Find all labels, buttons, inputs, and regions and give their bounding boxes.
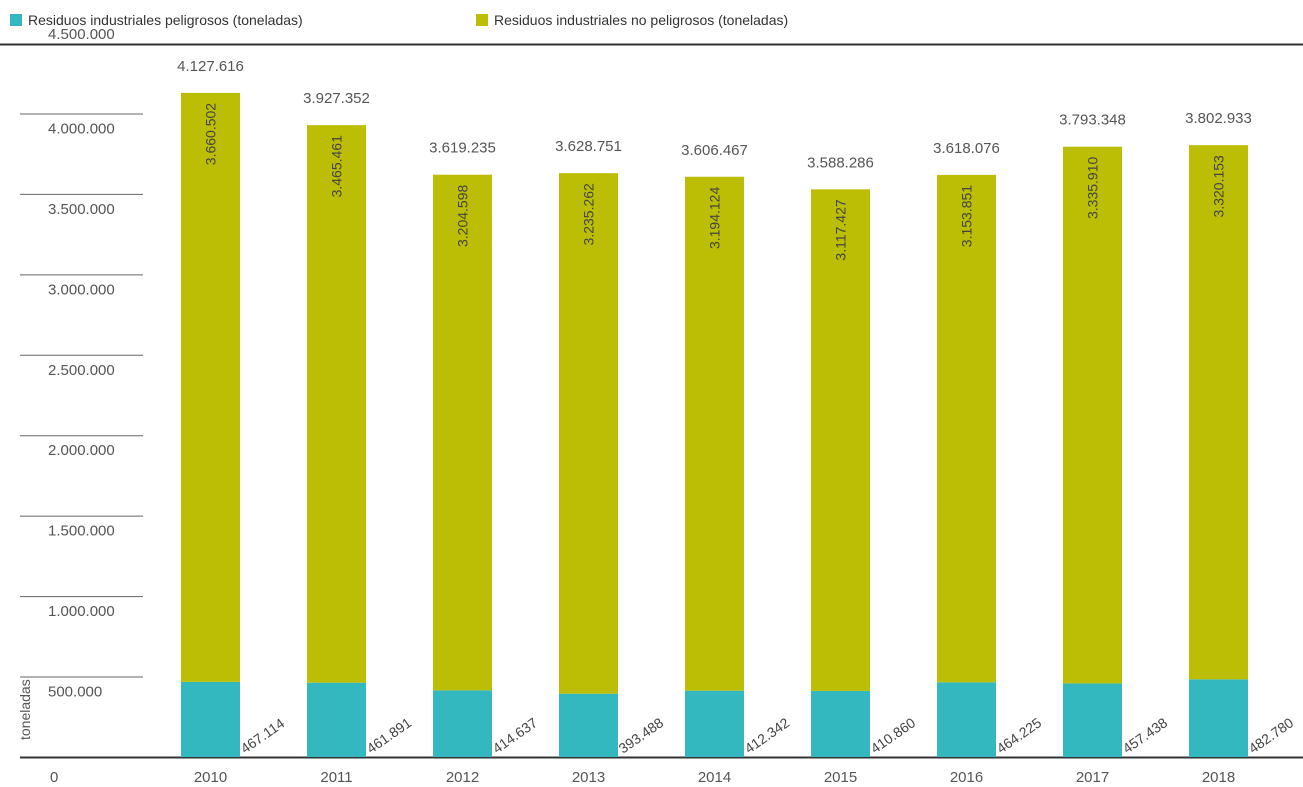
segment-label-no-peligrosos: 3.235.262 <box>581 183 597 245</box>
bar-segment-no-peligrosos <box>307 125 366 683</box>
segment-label-no-peligrosos: 3.153.851 <box>959 185 975 247</box>
segment-label-peligrosos: 412.342 <box>742 714 793 756</box>
bar-segment-no-peligrosos <box>1189 145 1248 680</box>
bar-segment-peligrosos <box>307 682 366 757</box>
y-tick-label: 1.000.000 <box>48 603 115 620</box>
total-label: 3.606.467 <box>681 142 748 159</box>
segment-label-peligrosos: 482.780 <box>1246 714 1297 756</box>
legend: Residuos industriales peligrosos (tonela… <box>10 12 788 28</box>
bar-segment-peligrosos <box>937 682 996 757</box>
bar-segment-no-peligrosos <box>937 174 996 683</box>
axes: 0 500.000 1.000.000 1.500.000 2.000.000 2.500… <box>0 26 1303 786</box>
legend-label-2: Residuos industriales no peligrosos (ton… <box>494 12 788 28</box>
bar-segment-peligrosos <box>559 693 618 757</box>
bar-segment-no-peligrosos <box>559 173 618 694</box>
segment-label-peligrosos: 393.488 <box>616 714 667 756</box>
segment-label-peligrosos: 461.891 <box>364 714 415 756</box>
x-tick-label: 2010 <box>194 769 227 786</box>
y-tick-label: 4.000.000 <box>48 120 115 137</box>
x-tick-label: 2014 <box>698 769 731 786</box>
segment-label-no-peligrosos: 3.194.124 <box>707 187 723 249</box>
y-axis-title: toneladas <box>17 679 33 740</box>
bar-segment-no-peligrosos <box>181 92 240 682</box>
x-tick-label: 2018 <box>1202 769 1235 786</box>
bar-segment-peligrosos <box>1063 683 1122 757</box>
total-label: 4.127.616 <box>177 58 244 75</box>
legend-swatch-2 <box>476 14 488 26</box>
legend-swatch-1 <box>10 14 22 26</box>
segment-label-peligrosos: 467.114 <box>238 715 288 757</box>
bar-segment-no-peligrosos <box>685 176 744 691</box>
bar-segment-peligrosos <box>685 690 744 757</box>
y-tick-label: 0 <box>50 769 58 786</box>
segment-label-peligrosos: 464.225 <box>994 714 1045 756</box>
segment-label-no-peligrosos: 3.335.910 <box>1085 156 1101 218</box>
total-label: 3.588.286 <box>807 154 874 171</box>
x-tick-label: 2015 <box>824 769 857 786</box>
segment-label-no-peligrosos: 3.320.153 <box>1211 155 1227 217</box>
legend-label-1: Residuos industriales peligrosos (tonela… <box>28 12 303 28</box>
y-tick-label: 3.000.000 <box>48 281 115 298</box>
segment-label-no-peligrosos: 3.660.502 <box>203 103 219 165</box>
total-label: 3.618.076 <box>933 140 1000 157</box>
bar-segment-peligrosos <box>181 681 240 757</box>
y-tick-label: 500.000 <box>48 684 102 701</box>
segment-label-peligrosos: 457.438 <box>1120 714 1171 756</box>
total-label: 3.927.352 <box>303 90 370 107</box>
bar-segment-no-peligrosos <box>1063 146 1122 684</box>
bar-segment-no-peligrosos <box>433 174 492 691</box>
x-tick-label: 2016 <box>950 769 983 786</box>
total-label: 3.628.751 <box>555 138 622 155</box>
bar-segment-no-peligrosos <box>811 189 870 691</box>
segment-label-no-peligrosos: 3.465.461 <box>329 135 345 197</box>
segment-label-peligrosos: 414.637 <box>490 714 541 756</box>
bars <box>181 92 1248 757</box>
total-label: 3.793.348 <box>1059 112 1126 129</box>
x-tick-label: 2017 <box>1076 769 1109 786</box>
x-tick-label: 2012 <box>446 769 479 786</box>
x-tick-label: 2013 <box>572 769 605 786</box>
total-label: 3.619.235 <box>429 140 496 157</box>
y-tick-label: 2.000.000 <box>48 442 115 459</box>
total-label: 3.802.933 <box>1185 110 1252 127</box>
y-tick-label: 2.500.000 <box>48 362 115 379</box>
bar-segment-peligrosos <box>811 690 870 757</box>
y-tick-label: 3.500.000 <box>48 201 115 218</box>
segment-label-no-peligrosos: 3.117.427 <box>833 199 849 260</box>
y-tick-label: 1.500.000 <box>48 523 115 540</box>
segment-label-peligrosos: 410.860 <box>868 714 919 756</box>
y-tick-label: 4.500.000 <box>48 26 115 43</box>
bar-segment-peligrosos <box>433 690 492 757</box>
x-tick-label: 2011 <box>320 769 352 786</box>
segment-label-no-peligrosos: 3.204.598 <box>455 185 471 247</box>
bar-segment-peligrosos <box>1189 679 1248 757</box>
